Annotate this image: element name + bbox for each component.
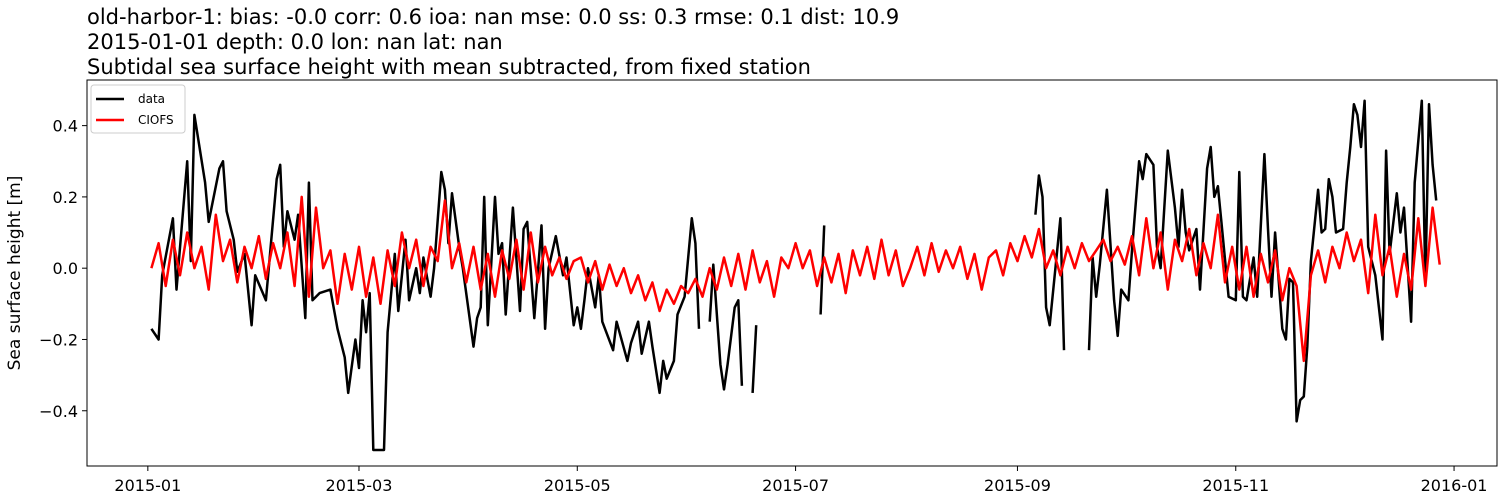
chart-title-line-3: Subtidal sea surface height with mean su… [87, 55, 811, 79]
x-tick-label: 2016-01 [1421, 476, 1488, 495]
y-axis-label: Sea surface height [m] [5, 176, 25, 371]
y-tick-label: 0.2 [53, 188, 78, 207]
axis-ticks: 2015-01 2015-03 2015-05 2015-07 2015-09 2015-… [39, 117, 1487, 495]
chart-title-line-1: old-harbor-1: bias: -0.0 corr: 0.6 ioa: … [87, 5, 899, 29]
y-tick-label: −0.4 [39, 402, 78, 421]
x-tick-label: 2015-07 [762, 476, 829, 495]
series-line-ciofs [150, 195, 1441, 363]
legend-label-data: data [138, 92, 165, 106]
y-tick-label: 0.4 [53, 117, 78, 136]
x-tick-label: 2015-01 [114, 476, 181, 495]
legend-label-ciofs: CIOFS [138, 113, 174, 127]
x-tick-label: 2015-11 [1202, 476, 1269, 495]
x-tick-label: 2015-09 [984, 476, 1051, 495]
series-line-data [150, 99, 1438, 452]
x-tick-label: 2015-05 [544, 476, 611, 495]
legend: data CIOFS [90, 84, 186, 134]
y-tick-label: −0.2 [39, 330, 78, 349]
x-tick-label: 2015-03 [326, 476, 393, 495]
chart-title-line-2: 2015-01-01 depth: 0.0 lon: nan lat: nan [87, 30, 503, 54]
plot-frame [86, 79, 1498, 467]
series-lines [150, 99, 1441, 452]
y-tick-label: 0.0 [53, 259, 78, 278]
